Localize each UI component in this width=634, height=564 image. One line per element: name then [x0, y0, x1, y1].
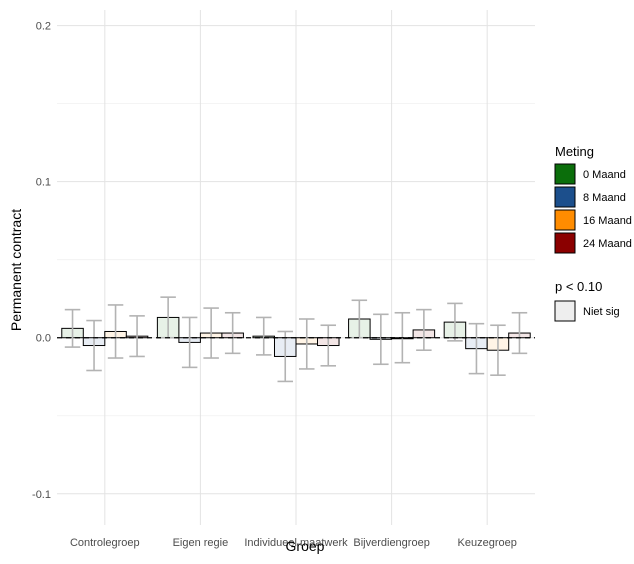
legend-title: Meting [555, 144, 594, 159]
legend-label: 24 Maand [583, 238, 632, 250]
legend-sig-title: p < 0.10 [555, 279, 602, 294]
x-tick-labels: Controlegroep Eigen regie Individueel maat… [70, 537, 517, 549]
legend: Meting 0 Maand 8 Maand 16 Maand 24 Maand p … [554, 144, 632, 322]
legend-key [554, 209, 576, 231]
legend-label: 8 Maand [583, 192, 626, 204]
legend-sig-key [554, 300, 576, 322]
legend-label: 16 Maand [583, 215, 632, 227]
x-tick-label: Controlegroep [70, 537, 140, 549]
y-tick-label: 0.2 [36, 21, 51, 33]
legend-sig-label: Niet sig [583, 306, 620, 318]
legend-key [554, 163, 576, 185]
legend-items: 0 Maand 8 Maand 16 Maand 24 Maand [554, 163, 632, 254]
y-tick-label: -0.1 [32, 489, 51, 501]
y-tick-labels: -0.1 0.0 0.1 0.2 [32, 21, 51, 501]
error-bars [64, 296, 528, 383]
legend-label: 0 Maand [583, 169, 626, 181]
legend-key [554, 186, 576, 208]
y-tick-label: 0.1 [36, 177, 51, 189]
y-axis-title: Permanent contract [8, 209, 24, 331]
x-tick-label: Eigen regie [173, 537, 229, 549]
x-tick-label: Keuzegroep [458, 537, 517, 549]
x-axis-title: Groep [286, 538, 325, 554]
x-tick-label: Bijverdiengroep [353, 537, 429, 549]
y-tick-label: 0.0 [36, 333, 51, 345]
legend-key [554, 232, 576, 254]
x-tick-label: Individueel maatwerk [244, 537, 348, 549]
